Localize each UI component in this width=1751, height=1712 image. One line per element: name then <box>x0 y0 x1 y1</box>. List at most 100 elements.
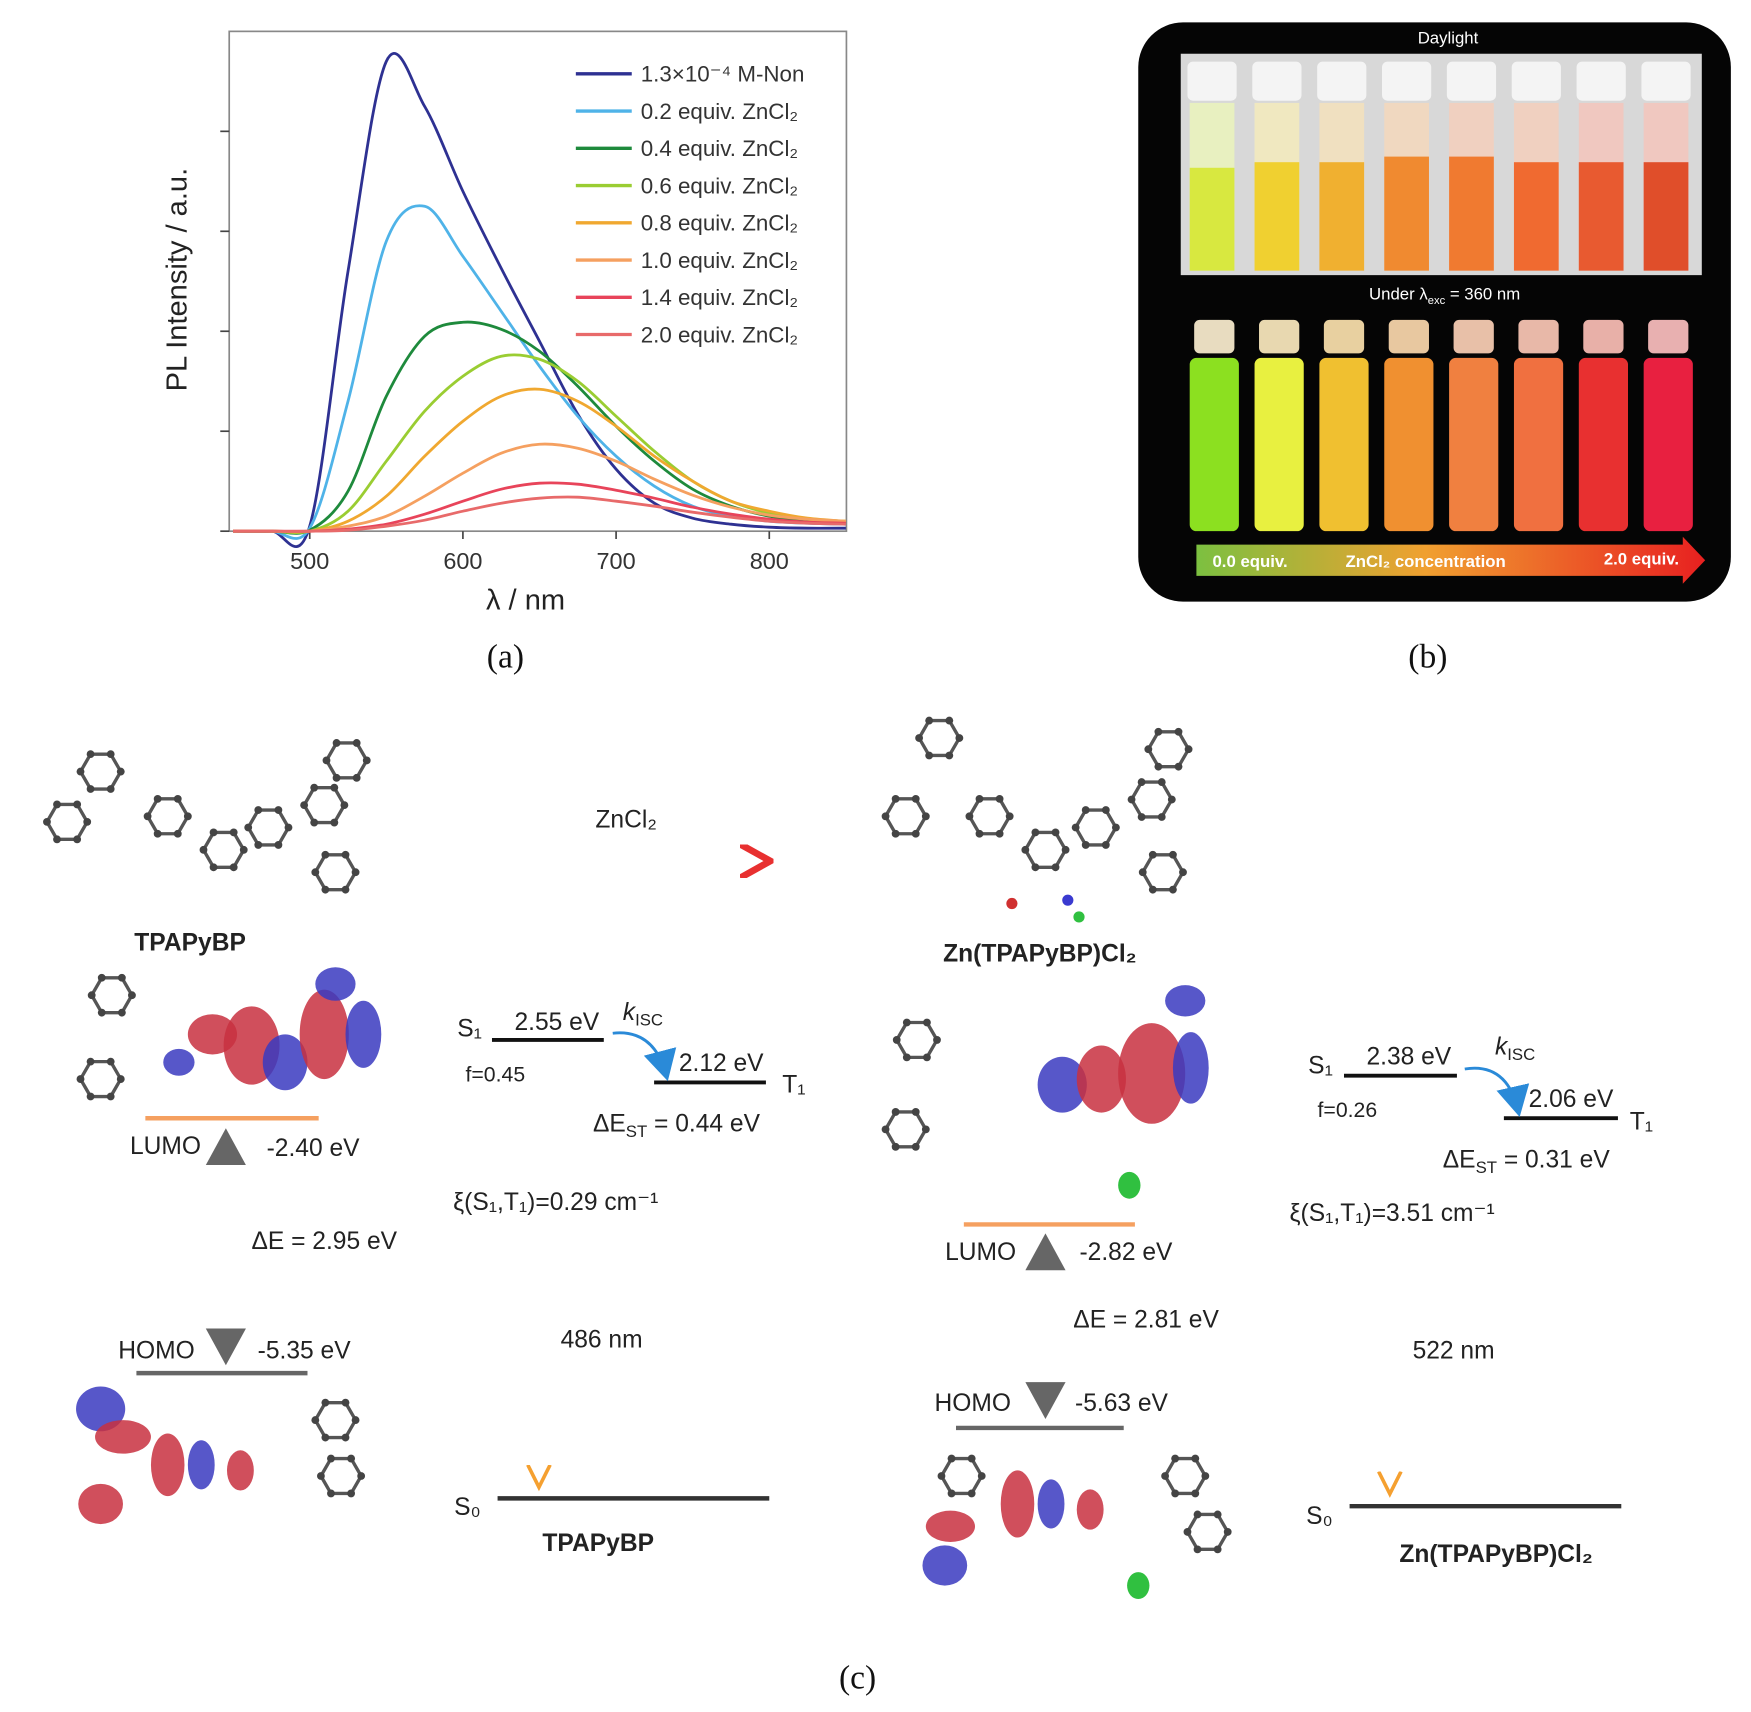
oscillator-strength: f=0.26 <box>1318 1098 1378 1122</box>
t1-label: T₁ <box>782 1071 805 1098</box>
molecule-name: TPAPyBP <box>134 929 246 956</box>
atom <box>1127 1572 1150 1600</box>
vial-liquid <box>1189 167 1235 271</box>
legend-label: 0.8 equiv. ZnCl₂ <box>641 211 798 236</box>
legend-label: 2.0 equiv. ZnCl₂ <box>641 322 798 347</box>
vial-liquid <box>1643 162 1689 271</box>
vial-liquid <box>1643 357 1693 532</box>
molecule-name: Zn(TPAPyBP)Cl₂ <box>943 941 1136 968</box>
atom <box>1006 897 1018 910</box>
lobe <box>1172 1032 1209 1104</box>
x-tick-label: 800 <box>750 548 789 574</box>
photo: Daylight Under λexc = 360 nm 0.0 equiv. … <box>1138 22 1731 602</box>
orbital-lobes <box>74 967 1234 1600</box>
s0-label: S₀ <box>1306 1503 1333 1530</box>
vial-liquid <box>1578 162 1624 271</box>
ring <box>879 1106 932 1153</box>
lobe <box>187 1440 215 1490</box>
vial-cap <box>1382 61 1432 101</box>
daylight-label: Daylight <box>1418 29 1479 48</box>
vial-cap <box>1388 319 1429 354</box>
vial-cap <box>1511 61 1561 101</box>
lobe <box>262 1034 308 1091</box>
series-line <box>233 387 846 534</box>
atom <box>1073 911 1085 923</box>
scale-label: ZnCl₂ concentration <box>1346 552 1506 571</box>
ring <box>309 1397 362 1444</box>
t1-label: T₁ <box>1630 1108 1653 1135</box>
legend-label: 1.4 equiv. ZnCl₂ <box>641 285 798 310</box>
lobe <box>163 1048 195 1076</box>
delta-est: ΔEST = 0.44 eV <box>593 1111 761 1142</box>
vial-liquid <box>1449 156 1494 271</box>
plot-frame <box>228 30 848 533</box>
caption: (b) <box>1408 639 1447 676</box>
kisc-sub: ISC <box>1507 1045 1535 1064</box>
delta-est-rest: = 0.31 eV <box>1497 1146 1610 1173</box>
oscillator-strength: f=0.45 <box>466 1062 526 1086</box>
vial-cap <box>1187 61 1237 101</box>
emission-label: 522 nm <box>1413 1338 1495 1365</box>
series-line <box>233 320 846 535</box>
vial-cap <box>1518 319 1559 354</box>
soc-label: ξ(S₁,T₁)=0.29 cm⁻¹ <box>453 1189 658 1216</box>
t1-energy: 2.06 eV <box>1529 1086 1614 1113</box>
isc-arrow <box>612 1031 677 1082</box>
lobe <box>1037 1056 1087 1113</box>
delta-est-sub: ST <box>1476 1158 1497 1177</box>
legend-label: 1.0 equiv. ZnCl₂ <box>641 248 798 273</box>
vial-liquid <box>1449 357 1499 532</box>
lobe <box>76 1386 126 1432</box>
kisc-main: k <box>623 999 637 1026</box>
lobe <box>1076 1489 1104 1530</box>
caption: (a) <box>487 639 524 676</box>
ring <box>1070 804 1122 851</box>
lobe <box>299 989 349 1080</box>
ring <box>142 793 194 840</box>
vial-liquid <box>1319 162 1365 271</box>
daylight-vials <box>1187 61 1691 271</box>
lobe <box>922 1545 968 1586</box>
lobe <box>315 967 356 1001</box>
lobe <box>226 1450 254 1491</box>
y-axis-label: PL Intensity / a.u. <box>162 168 194 391</box>
ring <box>1181 1508 1234 1555</box>
homo-energy: -5.63 eV <box>1075 1390 1169 1417</box>
ring <box>1142 726 1195 773</box>
lobe <box>1076 1045 1126 1113</box>
uv-label-sub: exc <box>1428 295 1446 307</box>
delta-est-sub: ST <box>626 1122 647 1141</box>
vial-liquid <box>1319 357 1369 532</box>
lobe <box>925 1510 976 1542</box>
vial-cap <box>1194 319 1235 354</box>
s0-label: S₀ <box>454 1494 481 1521</box>
isc-arrow <box>1464 1066 1530 1117</box>
lobe <box>150 1433 185 1497</box>
molecule-structures <box>41 715 1195 923</box>
lumo-energy: -2.82 eV <box>1080 1239 1174 1266</box>
ring <box>963 793 1016 840</box>
ring <box>315 1452 367 1500</box>
lumo-label: LUMO <box>130 1133 201 1160</box>
lobe <box>1165 985 1206 1017</box>
vial-liquid <box>1513 357 1564 532</box>
ring <box>74 748 127 795</box>
lobe <box>1037 1479 1065 1529</box>
ring <box>1137 849 1189 896</box>
ring <box>320 737 373 784</box>
vial-liquid <box>1189 357 1239 532</box>
ring <box>879 793 932 840</box>
delta-est-rest: = 0.44 eV <box>647 1111 760 1138</box>
x-tick-label: 600 <box>443 548 482 574</box>
kisc-main: k <box>1495 1033 1509 1060</box>
x-tick-label: 700 <box>597 548 636 574</box>
x-tick-label: 500 <box>290 548 329 574</box>
vial-cap <box>1252 61 1302 101</box>
delta-est-main: ΔE <box>1443 1146 1476 1173</box>
ring <box>41 798 93 845</box>
uv-vials <box>1189 319 1693 532</box>
scale-start: 0.0 equiv. <box>1212 552 1287 571</box>
kisc-label: kISC <box>1495 1033 1535 1064</box>
scale-end: 2.0 equiv. <box>1604 550 1679 569</box>
vial-cap <box>1317 61 1367 101</box>
